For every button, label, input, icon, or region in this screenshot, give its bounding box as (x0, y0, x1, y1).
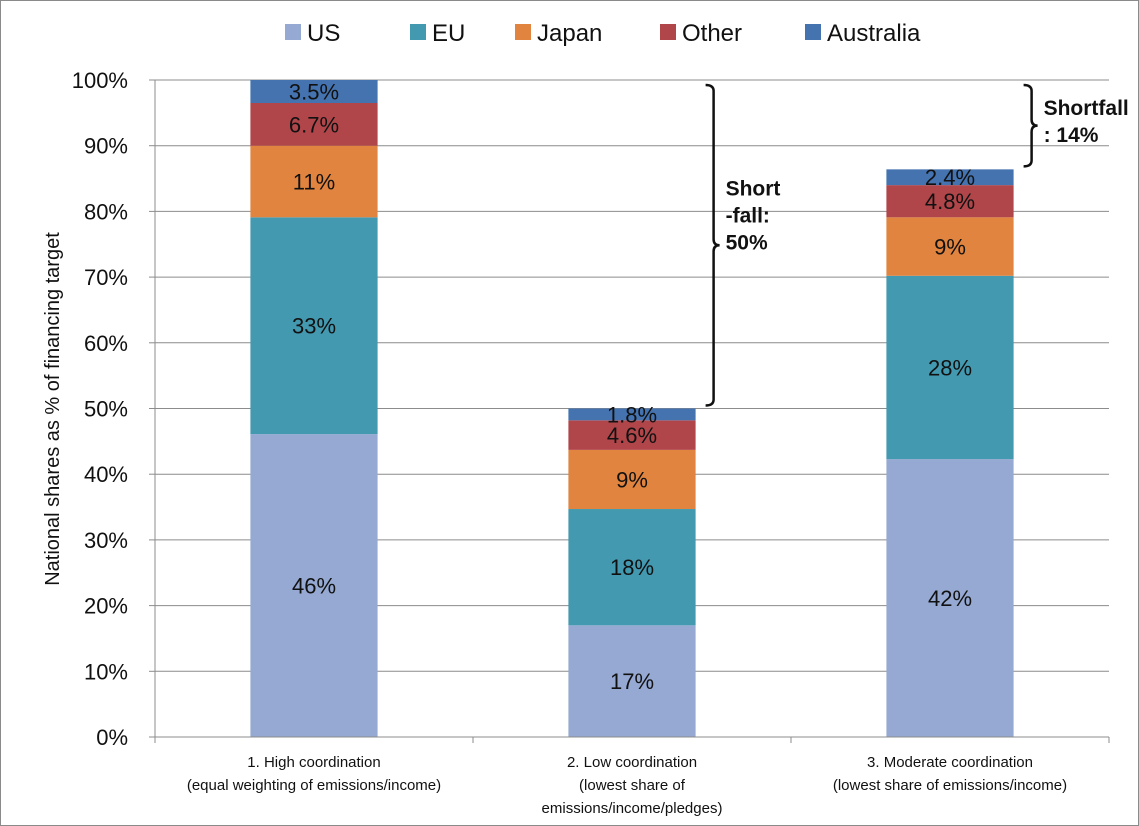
shortfall-label: 50% (726, 231, 768, 254)
data-label-australia: 3.5% (289, 79, 339, 104)
legend-swatch-australia (805, 24, 821, 40)
data-label-australia: 1.8% (607, 402, 657, 427)
shortfall-label: : 14% (1044, 124, 1099, 147)
data-label-australia: 2.4% (925, 165, 975, 190)
bar-segment-australia (886, 169, 1014, 186)
legend: US EU Japan Other Australia (285, 20, 921, 47)
legend-label-japan: Japan (537, 20, 602, 47)
bar-segment-other (886, 185, 1014, 218)
legend-swatch-us (285, 24, 301, 40)
legend-label-us: US (307, 20, 340, 47)
y-tick-label: 100% (72, 68, 128, 93)
data-label-other: 4.6% (607, 423, 657, 448)
y-tick-label: 90% (84, 134, 128, 159)
y-tick-label: 20% (84, 594, 128, 619)
legend-label-other: Other (682, 20, 742, 47)
annotations: Short -fall: 50% Shortfall : 14% (705, 83, 1129, 407)
data-label-eu: 33% (292, 314, 336, 339)
bar-segment-us (568, 625, 696, 737)
bar-segment-japan (568, 449, 696, 510)
shortfall-bracket (1023, 83, 1038, 168)
bar-segment-us (250, 434, 378, 737)
bar-segment-australia (250, 80, 378, 103)
data-label-us: 46% (292, 574, 336, 599)
y-axis-label: National shares as % of financing target (42, 232, 64, 586)
legend-label-australia: Australia (827, 20, 921, 47)
data-label-japan: 9% (934, 235, 966, 260)
y-tick-label: 30% (84, 528, 128, 553)
shortfall-label: -fall: (726, 204, 770, 227)
data-label-japan: 9% (616, 467, 648, 492)
data-label-us: 17% (610, 669, 654, 694)
bar-segment-eu (568, 509, 696, 626)
y-tick-label: 10% (84, 659, 128, 684)
data-label-us: 42% (928, 586, 972, 611)
y-tick-label: 70% (84, 265, 128, 290)
x-category-label: emissions/income/pledges) (542, 800, 723, 817)
x-category-label: 3. Moderate coordination (867, 754, 1033, 771)
y-tick-label: 40% (84, 462, 128, 487)
shortfall-label: Shortfall (1044, 97, 1129, 120)
x-category-label: 2. Low coordination (567, 754, 697, 771)
shortfall-label: Short (726, 177, 781, 200)
y-tick-label: 50% (84, 397, 128, 422)
bar-segment-eu (250, 217, 378, 435)
x-category-label: (equal weighting of emissions/income) (187, 777, 441, 794)
y-tick-label: 0% (96, 725, 128, 750)
legend-label-eu: EU (432, 20, 465, 47)
x-category-label: 1. High coordination (247, 754, 380, 771)
legend-swatch-other (660, 24, 676, 40)
legend-swatch-japan (515, 24, 531, 40)
bar-segment-japan (886, 217, 1014, 276)
bar-segment-australia (568, 408, 696, 421)
data-label-japan: 11% (293, 170, 335, 195)
bar-segment-japan (250, 145, 378, 218)
axes: 0% 10% 20% 30% 40% 50% 60% 70% 80% 90% 100% 1. High… (72, 68, 1110, 817)
bar-segment-other (568, 420, 696, 450)
y-tick-label: 80% (84, 199, 128, 224)
bar-segment-us (886, 459, 1014, 737)
data-label-eu: 18% (610, 555, 654, 580)
x-category-label: (lowest share of (579, 777, 686, 794)
x-category-label: (lowest share of emissions/income) (833, 777, 1067, 794)
bar-segment-eu (886, 275, 1014, 460)
legend-swatch-eu (410, 24, 426, 40)
data-label-other: 4.8% (925, 189, 975, 214)
data-label-eu: 28% (928, 355, 972, 380)
shortfall-bracket (705, 83, 720, 407)
y-tick-label: 60% (84, 331, 128, 356)
data-label-other: 6.7% (289, 112, 339, 137)
bar-segment-other (250, 102, 378, 146)
bars: 46% 33% 11% 6.7% 3.5% 17% 18% 9% 4.6%1.8% 42% 28% 9… (250, 79, 1014, 737)
